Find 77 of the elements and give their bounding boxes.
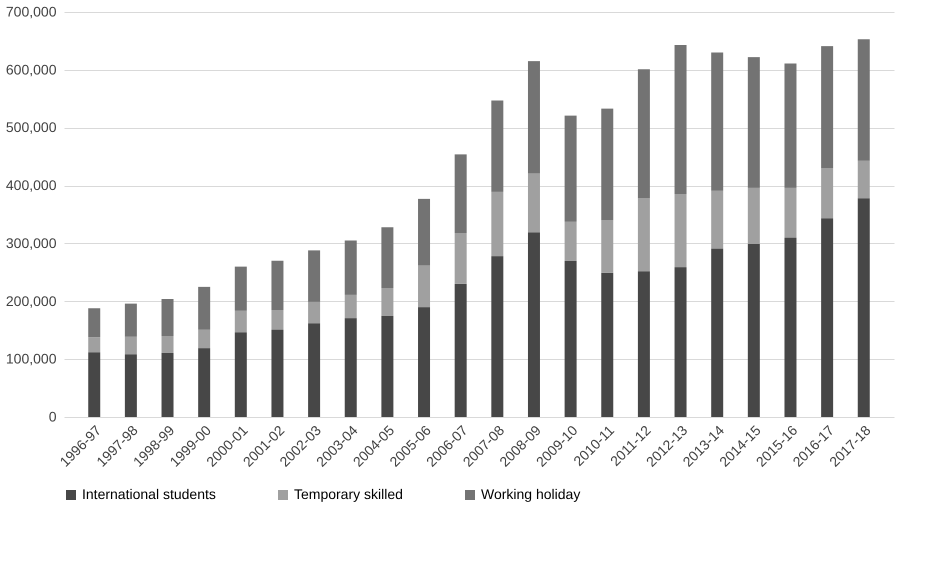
bar [418,307,430,417]
bar [528,61,540,174]
bar [234,266,247,311]
bar [638,69,650,198]
bar [124,304,137,337]
bar [601,220,614,273]
y-tick-label: 700,000 [6,4,57,20]
bar [821,218,834,417]
bar [381,316,394,417]
bar [308,323,320,417]
bar [308,302,320,324]
bar [748,244,760,417]
bar [748,188,760,244]
bar [858,198,870,417]
bar [271,310,284,330]
bar [234,310,247,333]
bar [491,256,504,417]
bar [784,188,796,238]
bar [528,232,540,417]
bar [858,160,870,198]
bar [674,44,687,194]
bar [564,116,577,222]
bar [162,336,174,353]
bar [344,294,357,318]
bar [381,227,394,288]
bar [162,298,174,336]
bar [418,198,430,266]
bar [858,39,870,161]
bar [124,336,137,355]
bar [784,238,796,417]
legend-label: Working holiday [481,486,580,502]
bar [454,284,467,417]
y-tick-label: 100,000 [6,350,57,367]
bar [711,248,724,417]
bar [564,221,577,261]
bar [381,288,394,316]
bar [601,272,614,417]
bar [674,267,687,417]
bar [198,348,210,417]
bar [344,318,357,417]
y-tick-label: 200,000 [6,292,57,309]
bar [601,108,614,220]
bar [821,168,834,219]
bar [491,192,504,256]
y-tick-label: 600,000 [6,61,57,78]
y-tick-label: 400,000 [6,177,57,194]
bar [491,100,504,192]
bar [198,286,210,330]
bar [308,250,320,302]
bar [271,260,284,310]
bar [564,260,577,417]
bar [418,265,430,308]
bar [674,194,687,268]
bar [638,198,650,272]
bar [88,308,100,338]
bar [124,354,137,417]
y-tick-label: 500,000 [6,119,57,136]
bar [454,233,467,284]
bar [234,332,247,417]
bar [271,330,284,417]
bar [454,154,467,234]
bar [748,57,760,188]
y-tick-label: 300,000 [6,234,57,251]
bar [711,190,724,249]
y-tick-label: 0 [48,408,57,424]
legend-label: International students [82,486,216,502]
legend-label: Temporary skilled [294,486,403,502]
bar [162,352,174,417]
bar [344,240,357,295]
bar [638,271,650,417]
bar [528,173,540,232]
bar [88,352,100,417]
bar [88,337,100,352]
bar [711,52,724,191]
bar [198,330,210,348]
bar [821,46,834,168]
bar [784,63,796,188]
